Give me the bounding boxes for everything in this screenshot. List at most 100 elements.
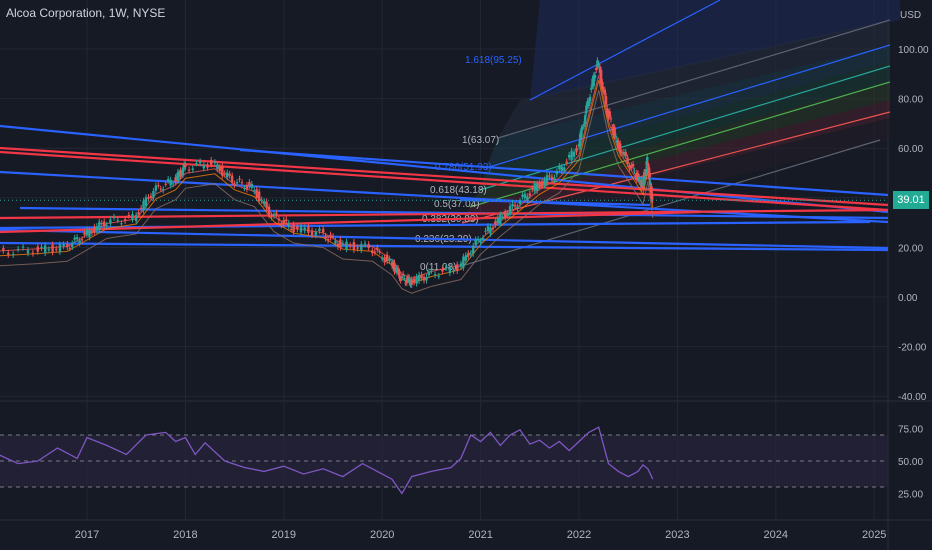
candle-body xyxy=(636,173,640,178)
candle-body xyxy=(371,250,374,254)
candle-body xyxy=(484,230,487,232)
candle-body xyxy=(85,229,89,235)
candle-body xyxy=(139,207,143,209)
candle-body xyxy=(469,253,472,255)
candle-body xyxy=(533,183,536,192)
candle-body xyxy=(157,185,160,187)
candle-body xyxy=(175,176,178,178)
candle-body xyxy=(88,230,91,238)
candle-body xyxy=(409,281,412,285)
rsi-tick-label: 75.00 xyxy=(898,425,923,436)
candle-body xyxy=(275,212,278,215)
candle-body xyxy=(599,70,603,84)
candle-body xyxy=(159,188,162,190)
candle-body xyxy=(417,274,421,281)
candle-body xyxy=(633,170,636,172)
time-tick-label: 2017 xyxy=(75,529,99,541)
candle-body xyxy=(639,182,642,184)
candle-body xyxy=(540,181,544,186)
candle-body xyxy=(606,108,609,115)
rsi-line xyxy=(0,426,654,495)
fib-channel-line xyxy=(497,19,891,139)
candle-body xyxy=(105,224,108,226)
candle-body xyxy=(255,189,258,199)
candle-body xyxy=(267,206,271,216)
currency-label: USD xyxy=(900,10,921,21)
candle-body xyxy=(591,78,594,86)
candle-body xyxy=(553,177,556,181)
candle-body xyxy=(66,243,69,248)
candle-body xyxy=(494,221,497,225)
candle-body xyxy=(602,89,605,91)
candle-body xyxy=(36,246,39,252)
candle-body xyxy=(406,276,410,280)
candle-body xyxy=(398,271,401,279)
candle-body xyxy=(68,248,71,250)
candle-body xyxy=(650,194,654,201)
candle-body xyxy=(511,203,514,207)
candle-body xyxy=(80,239,84,241)
candle-body xyxy=(262,201,266,205)
candle-body xyxy=(501,216,504,218)
fib-level-label: 1(63.07) xyxy=(462,135,499,146)
candle-body xyxy=(523,193,527,199)
candle-body xyxy=(430,270,433,272)
candle-body xyxy=(336,243,340,247)
candle-body xyxy=(479,240,482,243)
candle-body xyxy=(558,166,561,170)
candle-body xyxy=(58,244,62,252)
candle-body xyxy=(272,214,276,216)
candle-body xyxy=(601,81,604,90)
fib-channel-band xyxy=(530,0,900,100)
candle-body xyxy=(334,240,337,244)
candle-body xyxy=(329,234,332,238)
candle-body xyxy=(615,140,619,143)
candle-body xyxy=(644,168,648,174)
candle-body xyxy=(144,197,148,207)
candle-body xyxy=(62,244,65,247)
candle-body xyxy=(400,276,404,279)
candle-body xyxy=(444,266,448,269)
candle-body xyxy=(518,201,522,205)
candle-body xyxy=(464,255,468,261)
candle-body xyxy=(588,96,592,102)
candle-body xyxy=(598,66,602,73)
candle-body xyxy=(420,274,423,279)
price-tick-label: 60.00 xyxy=(898,144,923,155)
candle-body xyxy=(581,127,584,129)
candle-body xyxy=(292,224,295,233)
fib-level-label: 0.5(37.04) xyxy=(434,199,480,210)
candle-body xyxy=(169,179,172,186)
candle-body xyxy=(650,186,653,200)
candle-body xyxy=(603,89,607,95)
candle-body xyxy=(137,212,140,215)
time-tick-label: 2019 xyxy=(272,529,296,541)
fib-level-label: 0.618(43.18) xyxy=(430,185,487,196)
candle-body xyxy=(395,267,399,273)
candle-body xyxy=(486,226,490,231)
candle-body xyxy=(131,214,134,220)
candle-body xyxy=(345,241,348,250)
candle-body xyxy=(100,223,103,225)
candle-body xyxy=(646,162,650,167)
candle-body xyxy=(112,216,116,218)
blue-trendline xyxy=(459,198,651,207)
candle-body xyxy=(587,100,591,107)
candle-body xyxy=(648,173,651,178)
candle-body xyxy=(404,282,407,284)
candle-body xyxy=(425,277,428,281)
blue-trendline xyxy=(0,241,889,252)
candle-body xyxy=(410,279,413,285)
candle-body xyxy=(116,219,119,221)
candle-body xyxy=(12,254,15,256)
candle-body xyxy=(21,246,25,248)
candle-body xyxy=(645,161,648,166)
candle-body xyxy=(646,157,649,161)
fib-level-label: 0.786(51.93) xyxy=(435,162,492,173)
candle-body xyxy=(394,269,397,271)
candle-body xyxy=(360,244,363,251)
fib-level-label: 1.618(95.25) xyxy=(465,55,522,66)
candle-body xyxy=(609,118,613,120)
